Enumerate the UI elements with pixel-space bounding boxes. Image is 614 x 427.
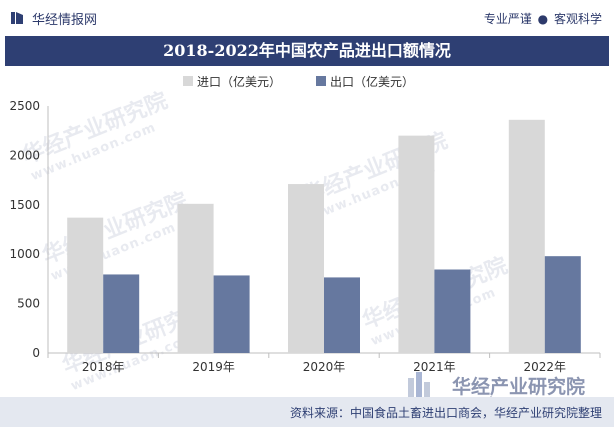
legend-swatch-export [316,76,326,86]
bar-export [213,275,250,353]
slogan-right: 客观科学 [553,12,602,26]
chart-bars [67,119,581,353]
data-source: 资料来源：中国食品土畜进出口商会，华经产业研究院整理 [289,406,602,420]
chart-legend: 进口（亿美元） 出口（亿美元） [183,74,414,89]
y-tick-label: 1500 [9,198,40,212]
bar-import [398,135,435,353]
x-tick-label: 2022年 [524,360,567,374]
bar-import [508,119,545,353]
x-tick-label: 2018年 [82,360,125,374]
top-header: 华经情报网 专业严谨 ● 客观科学 [0,0,614,34]
brand-logo-icon [408,372,430,402]
bar-export [324,277,360,353]
legend-label-export: 出口（亿美元） [330,74,414,89]
brand-name: 华经产业研究院 [452,376,586,398]
bar-chart: 进口（亿美元） 出口（亿美元） 0 500 1000 1500 2000 2500 2018… [9,74,601,374]
bar-import [177,203,214,353]
bar-import [67,217,104,353]
slogan: 专业严谨 ● 客观科学 [484,10,602,27]
title-bar: 2018-2022年中国农产品进出口额情况 [5,36,609,66]
slogan-left: 专业严谨 [483,12,532,26]
x-tick-label: 2019年 [192,360,235,374]
logo-text[interactable]: 华经情报网 [32,13,98,28]
bar-import [288,184,324,353]
y-tick-label: 1000 [9,247,40,261]
footer-bar: 资料来源：中国食品土畜进出口商会，华经产业研究院整理 [0,397,614,427]
x-tick-label: 2021年 [413,360,456,374]
y-tick-label: 0 [32,346,40,360]
bar-export [434,269,471,353]
y-tick-label: 2500 [9,99,40,113]
chart-title: 2018-2022年中国农产品进出口额情况 [163,41,451,60]
logo-icon [11,12,23,24]
bar-export [544,256,581,353]
legend-swatch-import [183,76,193,86]
y-tick-label: 500 [17,297,40,311]
legend-label-import: 进口（亿美元） [197,74,281,89]
x-tick-label: 2020年 [303,360,346,374]
y-tick-label: 2000 [9,148,40,162]
bar-export [103,274,140,353]
slogan-separator: ● [537,12,549,26]
